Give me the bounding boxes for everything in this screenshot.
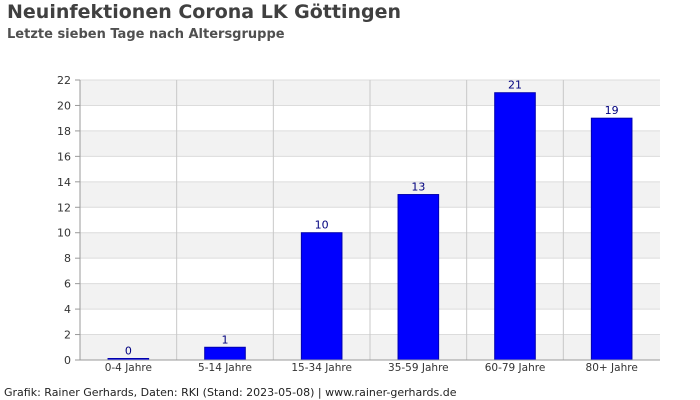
bars: 0 1 10 13 21 19: [107, 79, 633, 361]
source-footer: Grafik: Rainer Gerhards, Daten: RKI (Sta…: [4, 386, 457, 399]
y-tick-label: 14: [57, 176, 71, 189]
x-tick-label: 5-14 Jahre: [198, 362, 252, 374]
y-tick-label: 16: [57, 150, 71, 163]
chart-title: Neuinfektionen Corona LK Göttingen: [7, 1, 402, 23]
x-tick-label: 0-4 Jahre: [105, 362, 152, 374]
data-label: 1: [222, 333, 229, 346]
y-tick-label: 0: [64, 354, 71, 367]
y-tick-label: 4: [64, 303, 71, 316]
y-tick-label: 6: [64, 278, 71, 291]
data-label: 10: [315, 219, 329, 232]
bar: [494, 92, 536, 361]
chart-subtitle: Letzte sieben Tage nach Altersgruppe: [7, 27, 285, 42]
y-tick-label: 10: [57, 227, 71, 240]
x-tick-label: 35-59 Jahre: [388, 362, 449, 374]
data-label: 0: [125, 345, 132, 358]
y-tick-label: 2: [64, 329, 71, 342]
y-tick-label: 18: [57, 125, 71, 138]
vertical-gridlines: [176, 80, 564, 360]
data-label: 21: [508, 79, 522, 92]
bar: [590, 117, 633, 361]
data-label: 13: [411, 181, 425, 194]
x-tick-label: 60-79 Jahre: [485, 362, 546, 374]
x-tick-label: 80+ Jahre: [586, 362, 638, 374]
y-tick-label: 12: [57, 201, 71, 214]
bar: [397, 194, 440, 361]
data-label: 19: [605, 104, 619, 117]
y-axis: 0 2 4 6 8 10 12 14 16 18 20 22: [57, 74, 81, 367]
y-tick-label: 20: [57, 99, 71, 112]
y-tick-label: 22: [57, 74, 71, 87]
x-axis: 0-4 Jahre 5-14 Jahre 15-34 Jahre 35-59 Jahr…: [80, 359, 660, 374]
bar: [204, 346, 246, 361]
y-tick-label: 8: [64, 252, 71, 265]
bar: [300, 232, 343, 361]
x-tick-label: 15-34 Jahre: [291, 362, 352, 374]
